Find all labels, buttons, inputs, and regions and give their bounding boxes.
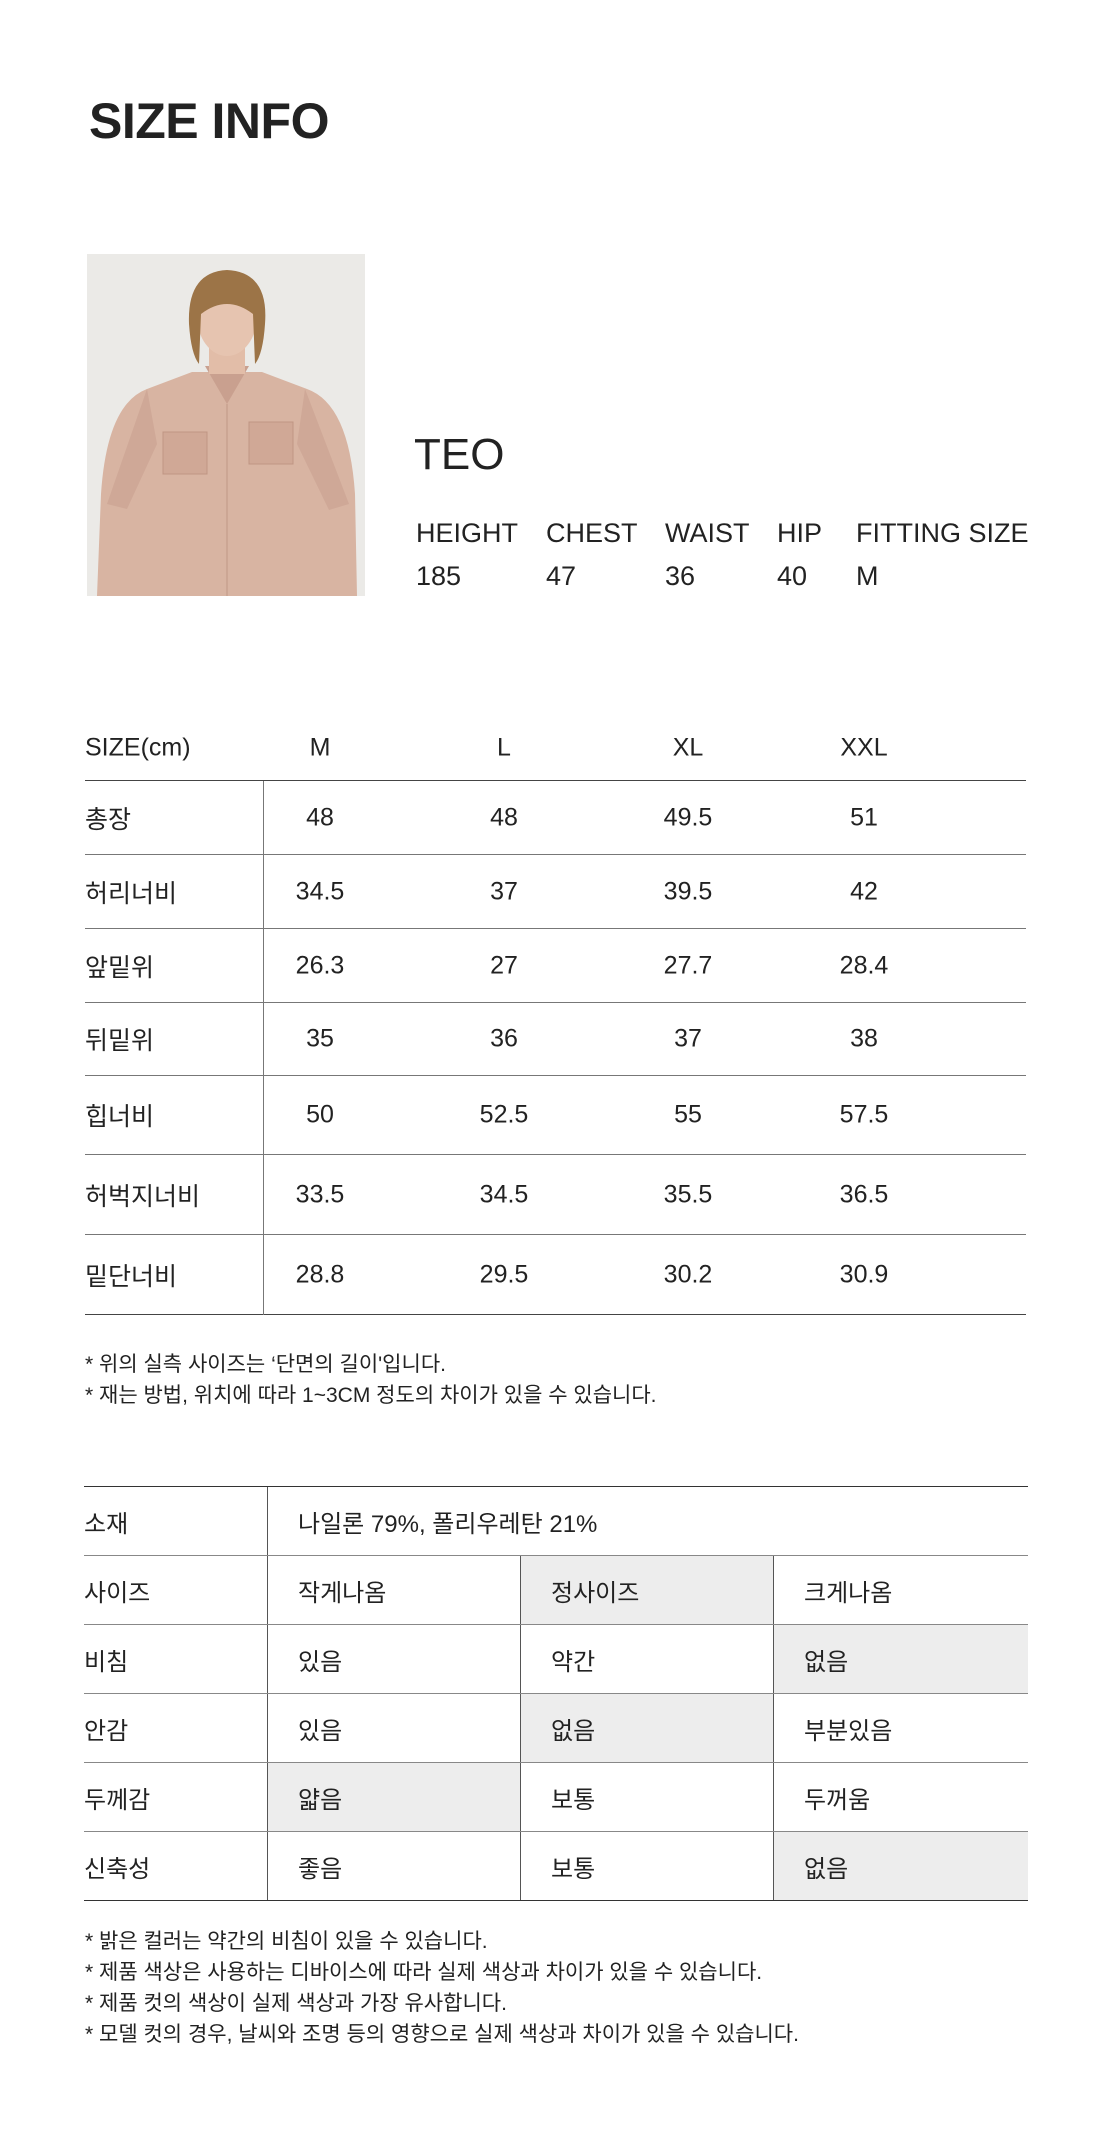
fabric-option: 두꺼움 [804,1786,871,1814]
fabric-row: 두께감 얇음 보통 두꺼움 [84,1763,1028,1832]
fabric-option: 작게나옴 [268,1556,521,1624]
fabric-row: 사이즈 작게나옴 정사이즈 크게나옴 [84,1556,1028,1625]
fabric-option-selected: 얇음 [268,1763,521,1831]
size-table-row: 뒤밑위 35 36 37 38 [85,1003,1026,1076]
measurement-value: 37 [490,877,518,905]
size-table-row: 밑단너비 28.8 29.5 30.2 30.9 [85,1235,1026,1315]
measurement-value: 34.5 [295,877,345,905]
measurement-label: 허벅지너비 [85,1182,201,1211]
fabric-note: * 제품 색상은 사용하는 디바이스에 따라 실제 색상과 차이가 있을 수 있… [85,1961,763,1984]
measurement-value: 39.5 [663,877,713,905]
fabric-attribute-label: 안감 [84,1694,268,1762]
measurement-label: 앞밑위 [85,953,155,982]
size-table-row: 허벅지너비 33.5 34.5 35.5 36.5 [85,1155,1026,1235]
fitting-size-value: M [856,561,879,591]
measurement-label: 밑단너비 [85,1262,178,1291]
model-name: TEO [414,430,505,479]
size-table-row: 힙너비 50 52.5 55 57.5 [85,1076,1026,1155]
hip-value: 40 [777,561,808,591]
size-header-xxl: XXL [840,733,888,761]
measurement-value: 34.5 [479,1180,529,1208]
fabric-note: * 제품 컷의 색상이 실제 색상과 가장 유사합니다. [85,1992,507,2015]
size-note: * 재는 방법, 위치에 따라 1~3CM 정도의 차이가 있을 수 있습니다. [85,1384,657,1407]
measurement-value: 35.5 [663,1180,713,1208]
size-table-row: 총장 48 48 49.5 51 [85,781,1026,855]
fabric-attribute-label: 비침 [84,1625,268,1693]
measurement-value: 36.5 [839,1180,889,1208]
measurement-value: 26.3 [295,951,345,979]
size-note: * 위의 실측 사이즈는 ‘단면의 길이'입니다. [85,1353,446,1376]
fabric-option: 있음 [268,1625,521,1693]
measurement-value: 36 [490,1024,518,1053]
size-header-l: L [497,733,511,761]
measurement-value: 42 [850,877,878,905]
measurement-value: 28.4 [839,951,889,979]
fabric-option: 보통 [521,1832,774,1900]
measurement-label: 총장 [85,805,132,834]
measurement-value: 37 [674,1024,702,1053]
material-value: 나일론 79%, 폴리우레탄 21% [298,1510,598,1538]
measurement-value: 48 [490,803,518,831]
size-table-row: 허리너비 34.5 37 39.5 42 [85,855,1026,929]
measurement-value: 27 [490,951,518,979]
measurement-value: 33.5 [295,1180,345,1208]
fabric-option: 좋음 [268,1832,521,1900]
measurement-value: 51 [850,803,878,831]
fabric-option-selected: 없음 [774,1832,1028,1900]
fitting-size-label: FITTING SIZE [856,518,1029,548]
measurement-label: 뒤밑위 [85,1027,155,1055]
fabric-attribute-label: 신축성 [84,1832,268,1900]
measurement-value: 48 [306,803,334,831]
measurement-value: 49.5 [663,803,713,831]
fabric-option: 약간 [521,1625,774,1693]
measurement-value: 35 [306,1024,334,1053]
fabric-row: 비침 있음 약간 없음 [84,1625,1028,1694]
model-photo [87,254,365,596]
fabric-option-selected: 없음 [521,1694,774,1762]
size-header-xl: XL [672,733,704,761]
hip-label: HIP [777,518,823,548]
size-table-row: 앞밑위 26.3 27 27.7 28.4 [85,929,1026,1003]
waist-value: 36 [665,561,696,591]
measurement-value: 50 [306,1100,334,1129]
measurement-value: 57.5 [839,1100,889,1129]
height-value: 185 [416,561,462,591]
size-table-header: SIZE(cm) M L XL XXL [85,715,1026,781]
fabric-note: * 모델 컷의 경우, 날씨와 조명 등의 영향으로 실제 색상과 차이가 있을… [85,2023,799,2046]
measurement-value: 29.5 [479,1260,529,1288]
fabric-option: 크게나옴 [804,1579,893,1607]
material-row: 소재 나일론 79%, 폴리우레탄 21% [84,1487,1028,1556]
table-divider [263,781,264,1315]
fabric-option: 부분있음 [804,1717,893,1745]
material-label: 소재 [84,1487,268,1555]
measurement-value: 27.7 [663,951,713,979]
fabric-attribute-label: 두께감 [84,1763,268,1831]
fabric-row: 안감 있음 없음 부분있음 [84,1694,1028,1763]
measurement-value: 30.9 [839,1260,889,1288]
fabric-option-selected: 없음 [774,1625,1028,1693]
page-title: SIZE INFO [89,93,329,149]
fabric-option: 보통 [521,1763,774,1831]
chest-value: 47 [546,561,577,591]
fabric-attribute-label: 사이즈 [84,1556,268,1624]
size-header-m: M [309,733,331,761]
chest-label: CHEST [546,518,638,548]
measurement-value: 52.5 [479,1100,529,1129]
measurement-label: 허리너비 [85,879,178,908]
fabric-option-selected: 정사이즈 [521,1556,774,1624]
measurement-value: 30.2 [663,1260,713,1288]
height-label: HEIGHT [416,518,519,548]
fabric-option: 있음 [268,1694,521,1762]
measurement-value: 28.8 [295,1260,345,1288]
size-header-label: SIZE(cm) [85,733,191,761]
measurement-value: 55 [674,1100,702,1129]
fabric-row: 신축성 좋음 보통 없음 [84,1832,1028,1901]
measurement-value: 38 [850,1024,878,1053]
fabric-note: * 밝은 컬러는 약간의 비침이 있을 수 있습니다. [85,1930,488,1953]
measurement-label: 힙너비 [85,1103,155,1131]
waist-label: WAIST [665,518,750,548]
